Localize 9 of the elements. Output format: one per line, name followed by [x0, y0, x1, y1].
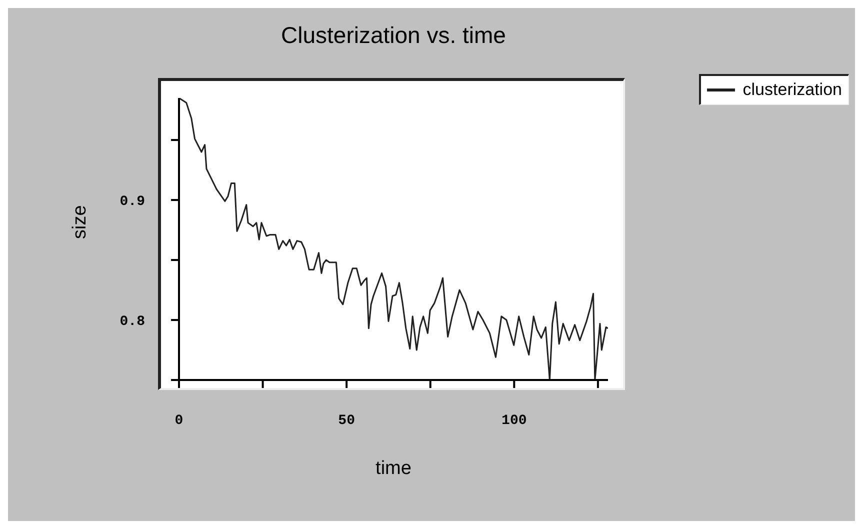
legend-label: clusterization — [742, 80, 842, 100]
y-tick-label: 0.8 — [120, 314, 145, 330]
x-tick-label: 100 — [502, 412, 527, 429]
chart-title: Clusterization vs. time — [280, 22, 507, 49]
y-tick-label: 0.9 — [120, 194, 145, 210]
x-axis-title: time — [376, 458, 412, 479]
x-tick-label: 50 — [338, 412, 355, 429]
x-tick-label: 0 — [174, 412, 184, 429]
y-axis-title: size — [70, 205, 91, 239]
